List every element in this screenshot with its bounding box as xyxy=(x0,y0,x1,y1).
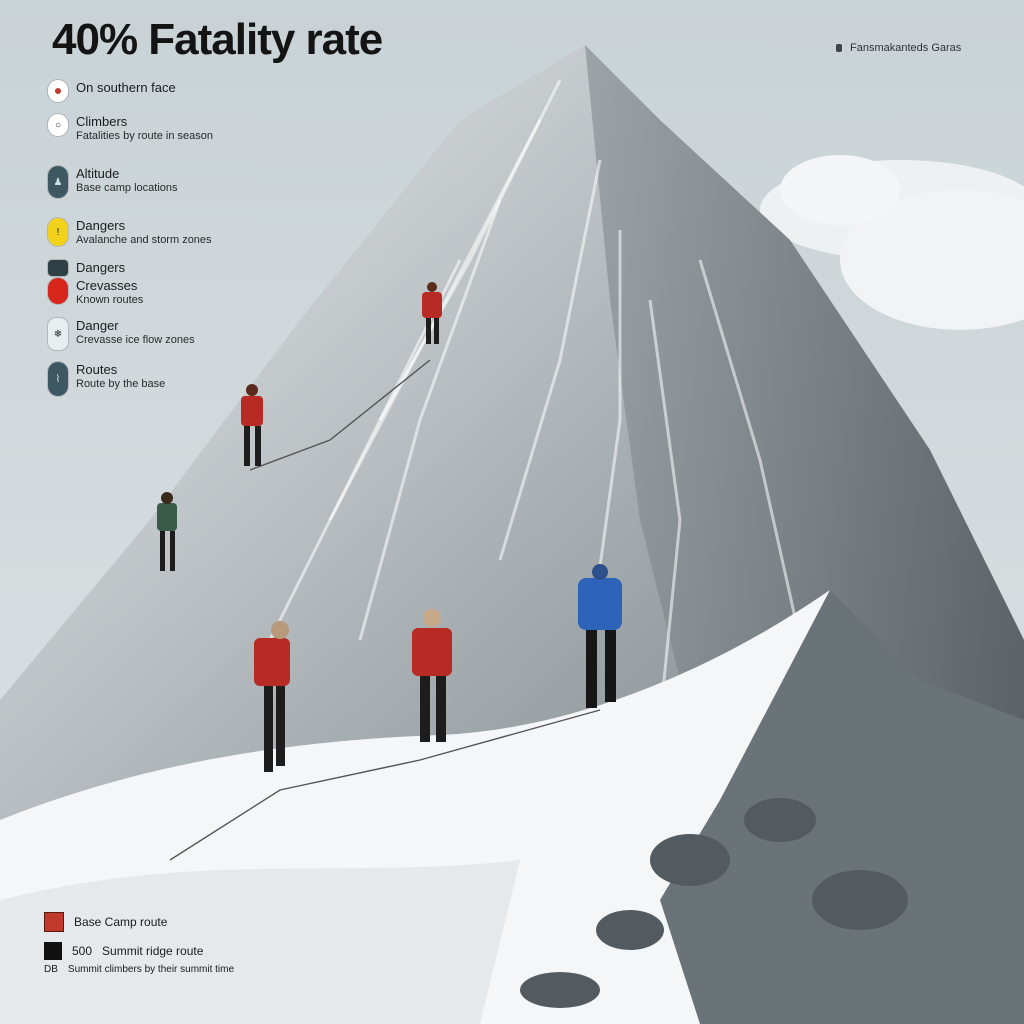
legend-item: Crevasses Known routes xyxy=(48,278,143,307)
black-square-icon xyxy=(44,942,62,960)
red-dot-icon xyxy=(48,80,68,102)
climber-3 xyxy=(157,492,177,571)
climber-1 xyxy=(422,282,442,344)
caption-marker-icon xyxy=(836,44,842,52)
legend-item-subtitle: Route by the base xyxy=(76,378,166,390)
legend-item-title: On southern face xyxy=(76,80,176,95)
top-right-caption: Fansmakanteds Garas xyxy=(836,42,961,54)
legend-item-title: Crevasses xyxy=(76,278,138,293)
circle-icon: ○ xyxy=(48,114,68,136)
legend-item: ! Dangers Avalanche and storm zones xyxy=(48,218,212,247)
bottom-legend-label: Base Camp route xyxy=(74,915,168,929)
page-title: 40% Fatality rate xyxy=(52,15,383,64)
clouds xyxy=(760,155,1024,330)
rock-boulders xyxy=(520,798,908,1008)
climber-6 xyxy=(578,564,622,708)
legend-item: ⌇ Routes Route by the base xyxy=(48,362,165,396)
legend-item-title: Climbers xyxy=(76,114,128,129)
legend-item-title: Dangers xyxy=(76,218,126,233)
rock-striations xyxy=(258,79,802,721)
legend-item: ♟ Altitude Base camp locations xyxy=(48,166,178,198)
square-icon xyxy=(48,260,68,276)
bottom-legend-prefix: DB xyxy=(44,964,58,975)
legend-item: ○ Climbers Fatalities by route in season xyxy=(48,114,213,143)
ice-icon: ❄ xyxy=(48,318,68,350)
legend-item-title: Altitude xyxy=(76,166,120,181)
legend-item-subtitle: Avalanche and storm zones xyxy=(76,234,212,246)
route-icon: ⌇ xyxy=(48,362,68,396)
legend-item: Dangers xyxy=(48,260,125,276)
top-right-label: Fansmakanteds Garas xyxy=(850,42,962,54)
bottom-legend-prefix: 500 xyxy=(72,944,93,958)
bottom-legend-item: 500 Summit ridge route xyxy=(44,942,203,960)
legend-item-subtitle: Fatalities by route in season xyxy=(76,130,213,142)
snow-slope-shade xyxy=(0,860,520,1024)
climber-4 xyxy=(254,621,290,772)
red-square-icon xyxy=(44,912,64,932)
legend-item-title: Danger xyxy=(76,318,119,333)
legend-item-subtitle: Known routes xyxy=(76,294,144,306)
bottom-legend-item: Base Camp route xyxy=(44,912,167,932)
legend-item: On southern face xyxy=(48,80,176,102)
foreground-rocks xyxy=(660,590,1024,1024)
legend-item-title: Dangers xyxy=(76,260,126,275)
legend-item-title: Routes xyxy=(76,362,118,377)
legend-item-subtitle: Crevasse ice flow zones xyxy=(76,334,195,346)
legend-item: ❄ Danger Crevasse ice flow zones xyxy=(48,318,195,350)
bottom-legend-label: Summit climbers by their summit time xyxy=(67,964,235,975)
warning-icon: ! xyxy=(48,218,68,246)
danger-dot-icon xyxy=(48,278,68,304)
bottom-legend-item: DB Summit climbers by their summit time xyxy=(44,964,234,975)
rope-lines xyxy=(169,359,601,861)
bottom-legend-label: Summit ridge route xyxy=(102,944,204,958)
climber-5 xyxy=(412,609,452,742)
climber-2 xyxy=(241,384,263,466)
climber-icon: ♟ xyxy=(48,166,68,198)
legend-item-subtitle: Base camp locations xyxy=(76,182,178,194)
climber-figures xyxy=(157,282,622,772)
